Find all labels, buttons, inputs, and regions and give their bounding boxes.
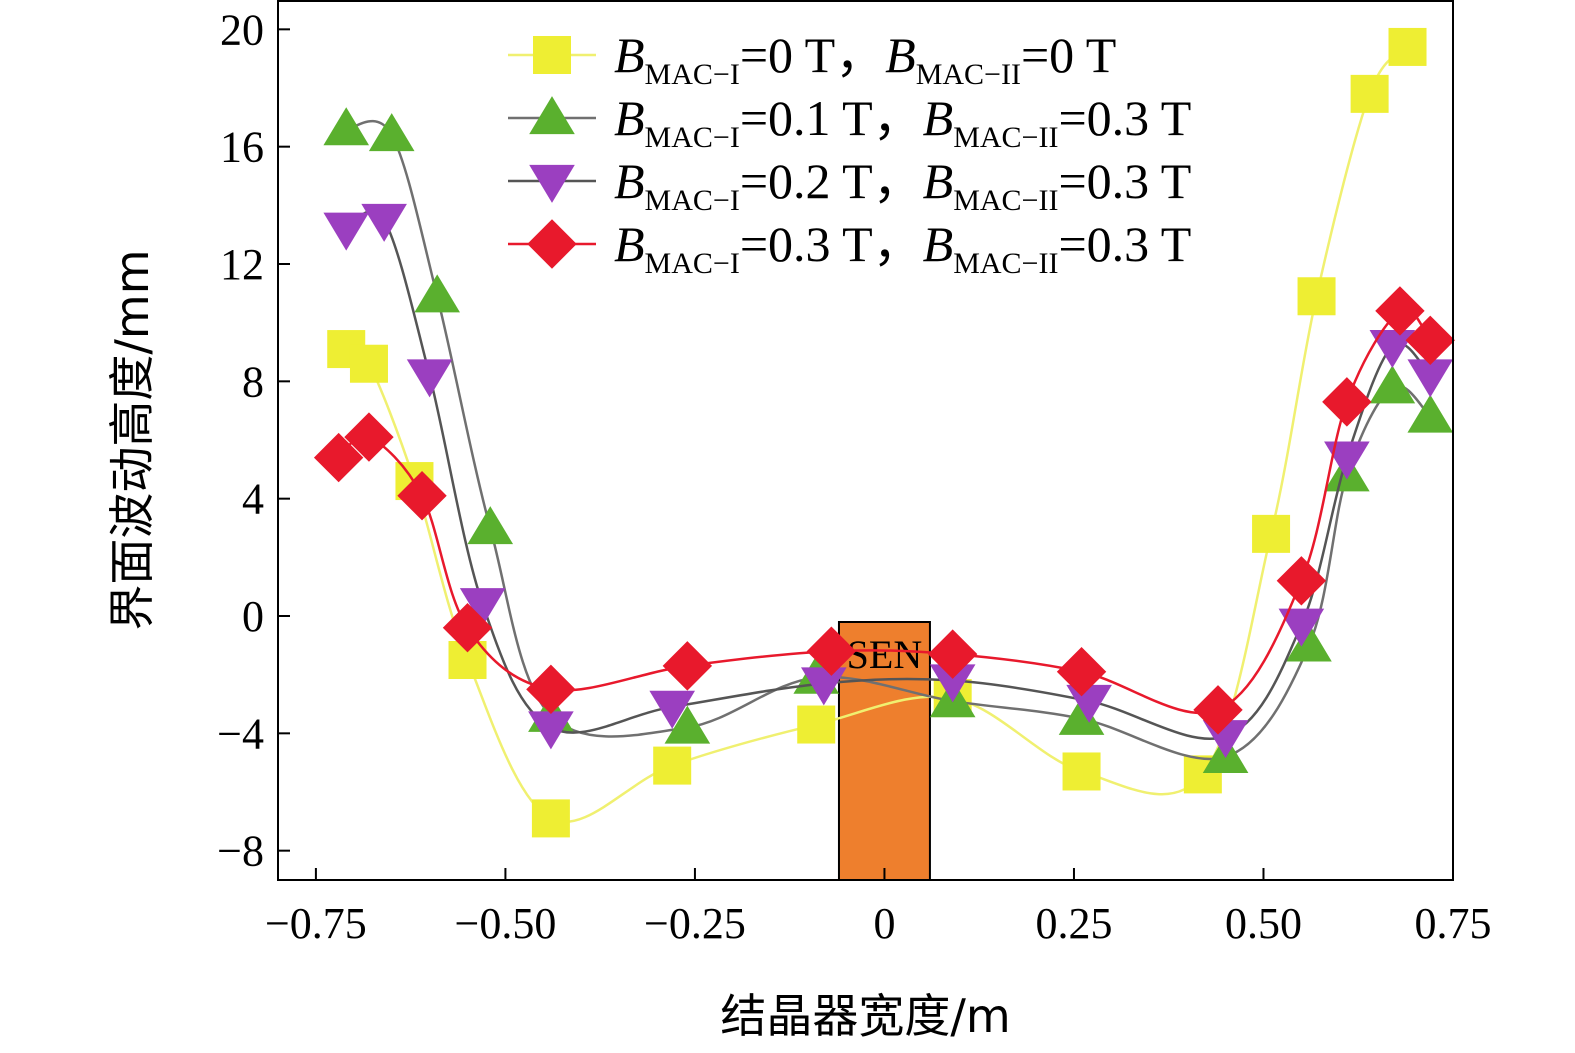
data-point-diamond [662, 641, 713, 691]
legend-label: BMAC−I=0.3 T，BMAC−II=0.3 T [614, 216, 1191, 280]
series-4 [313, 286, 1455, 735]
legend-item: BMAC−I=0.1 T，BMAC−II=0.3 T [508, 90, 1191, 154]
data-point-triangle-up [323, 107, 370, 146]
y-tick-label: 4 [242, 475, 264, 524]
legend-item: BMAC−I=0 T，BMAC−II=0 T [508, 27, 1116, 91]
data-point-triangle-up [664, 705, 711, 744]
x-axis-title: 结晶器宽度/m [720, 989, 1010, 1043]
data-point-triangle-down [1369, 329, 1416, 368]
y-tick-label: −4 [217, 709, 264, 758]
data-point-triangle-down [1407, 359, 1454, 398]
legend-marker [529, 96, 575, 135]
data-point-triangle-down [1066, 684, 1112, 723]
data-point-triangle-down [323, 212, 370, 251]
sen-annotation: SEN [837, 621, 931, 881]
data-point-diamond [1276, 556, 1327, 606]
data-point-square [653, 746, 692, 785]
y-axis-title: 界面波动高度/mm [105, 249, 159, 630]
data-point-diamond [1056, 647, 1107, 697]
x-tick-label: 0.50 [1225, 899, 1302, 948]
data-point-triangle-down [649, 690, 695, 729]
y-tick-label: 20 [220, 5, 264, 54]
data-point-triangle-down [361, 203, 407, 242]
y-tick-label: 0 [242, 592, 264, 641]
x-tick-label: 0 [873, 899, 895, 948]
plot-area-border [277, 0, 1454, 881]
data-point-square [1062, 752, 1101, 791]
legend-label: BMAC−I=0.2 T，BMAC−II=0.3 T [614, 153, 1191, 217]
data-point-triangle-up [368, 113, 415, 152]
data-point-triangle-up [1058, 696, 1105, 735]
x-tick-label: 0.25 [1035, 899, 1112, 948]
data-point-square [1388, 27, 1427, 66]
data-point-diamond [1375, 286, 1425, 336]
data-point-diamond [344, 412, 394, 462]
x-tick-label: −0.25 [644, 899, 746, 948]
legend-item: BMAC−I=0.3 T，BMAC−II=0.3 T [508, 216, 1191, 280]
data-point-diamond [1322, 377, 1372, 427]
data-point-triangle-down [1278, 608, 1325, 647]
plot-frame [277, 0, 1454, 881]
data-point-triangle-up [1286, 623, 1332, 662]
x-tick-label: −0.75 [265, 899, 367, 948]
y-tick-label: 16 [220, 123, 264, 172]
data-point-triangle-up [1407, 394, 1454, 433]
data-point-triangle-up [414, 274, 460, 313]
sen-label: SEN [847, 632, 923, 677]
data-point-triangle-up [1369, 365, 1416, 404]
data-point-square [531, 799, 570, 838]
data-point-square [797, 705, 836, 744]
data-point-triangle-down [929, 664, 976, 703]
data-point-triangle-down [528, 711, 574, 750]
data-point-square [1297, 277, 1336, 316]
y-tick-label: 8 [242, 357, 264, 406]
series-3 [323, 203, 1454, 759]
series-group [313, 27, 1455, 838]
series-line [345, 209, 1432, 741]
data-point-triangle-down [1324, 441, 1370, 480]
x-axis: −0.75 −0.50 −0.25 0 0.25 0.50 0.75 [265, 868, 1492, 948]
data-point-triangle-down [406, 359, 453, 398]
x-tick-label: −0.50 [455, 899, 557, 948]
data-point-diamond [806, 626, 857, 676]
data-point-triangle-down [801, 667, 847, 706]
data-point-square [349, 344, 388, 383]
legend-marker [529, 164, 575, 203]
data-point-diamond [927, 629, 978, 679]
data-point-square [1350, 74, 1389, 113]
x-tick-label: 0.75 [1415, 899, 1492, 948]
legend-marker [527, 219, 577, 269]
data-point-diamond [397, 471, 447, 521]
y-tick-label: 12 [220, 240, 264, 289]
legend-item: BMAC−I=0.2 T，BMAC−II=0.3 T [508, 153, 1191, 217]
y-tick-label: −8 [217, 827, 264, 876]
sen-block [837, 621, 931, 881]
data-point-diamond [442, 603, 493, 653]
data-point-diamond [1193, 685, 1243, 735]
data-point-diamond [1405, 315, 1455, 365]
data-point-square [1252, 514, 1291, 553]
legend-label: BMAC−I=0 T，BMAC−II=0 T [614, 27, 1116, 91]
data-point-diamond [526, 664, 576, 715]
legend-label: BMAC−I=0.1 T，BMAC−II=0.3 T [614, 90, 1191, 154]
y-axis: −8 −4 0 4 8 12 16 20 [217, 5, 290, 876]
legend-marker [533, 36, 571, 74]
data-point-triangle-down [459, 588, 506, 627]
series-line [337, 307, 1432, 715]
data-point-triangle-up [467, 506, 514, 545]
data-point-diamond [313, 432, 364, 483]
